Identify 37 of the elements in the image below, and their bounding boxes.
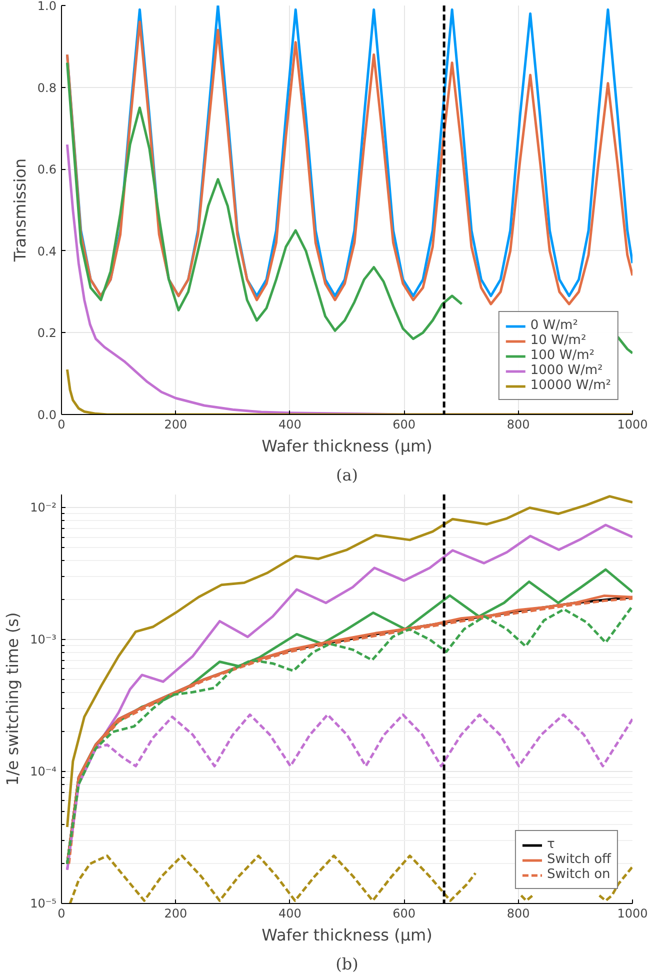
x-tick-label: 1000: [617, 906, 648, 920]
y-tick-label: 0.6: [37, 162, 57, 177]
x-tick-label: 600: [392, 418, 416, 432]
text: (b): [336, 954, 358, 974]
legend-label: Switch off: [546, 852, 611, 867]
x-tick-label: 0: [58, 906, 66, 920]
y-tick-label: 0.8: [37, 80, 57, 95]
legend-label: 0 W/m²: [530, 318, 578, 333]
line-series: [66, 495, 632, 828]
legend-label: Switch on: [546, 867, 610, 882]
legend-label: 10000 W/m²: [530, 378, 611, 393]
x-tick-label: 800: [506, 418, 530, 432]
y-tick-label: 0.2: [37, 326, 57, 340]
x-axis-title: Wafer thickness (µm): [262, 436, 432, 456]
y-tick-label: 10⁻²: [30, 500, 57, 515]
y-tick-label: 10⁻³: [30, 632, 57, 647]
text: (a): [336, 466, 358, 484]
x-tick-label: 400: [278, 418, 302, 432]
y-tick-label: 0.4: [37, 244, 57, 258]
x-tick-label: 1000: [617, 418, 648, 432]
y-tick-label: 1.0: [37, 0, 57, 13]
x-tick-label: 0: [58, 418, 66, 432]
y-axis-title: 1/e switching time (s): [3, 612, 22, 786]
y-tick-label: 0.0: [37, 408, 57, 422]
x-tick-label: 400: [278, 906, 302, 920]
x-tick-label: 200: [164, 906, 188, 920]
legend-label: 10 W/m²: [530, 333, 586, 348]
x-tick-label: 600: [392, 906, 416, 920]
x-tick-label: 800: [506, 906, 530, 920]
x-axis-title: Wafer thickness (µm): [262, 926, 432, 944]
legend-label: 100 W/m²: [530, 348, 594, 363]
y-tick-label: 10⁻⁵: [30, 896, 57, 910]
legend-label: τ: [546, 837, 556, 852]
legend-label: 1000 W/m²: [530, 363, 603, 378]
y-tick-label: 10⁻⁴: [30, 764, 57, 779]
x-tick-label: 200: [164, 418, 188, 432]
y-axis-title: Transmission: [10, 158, 30, 263]
